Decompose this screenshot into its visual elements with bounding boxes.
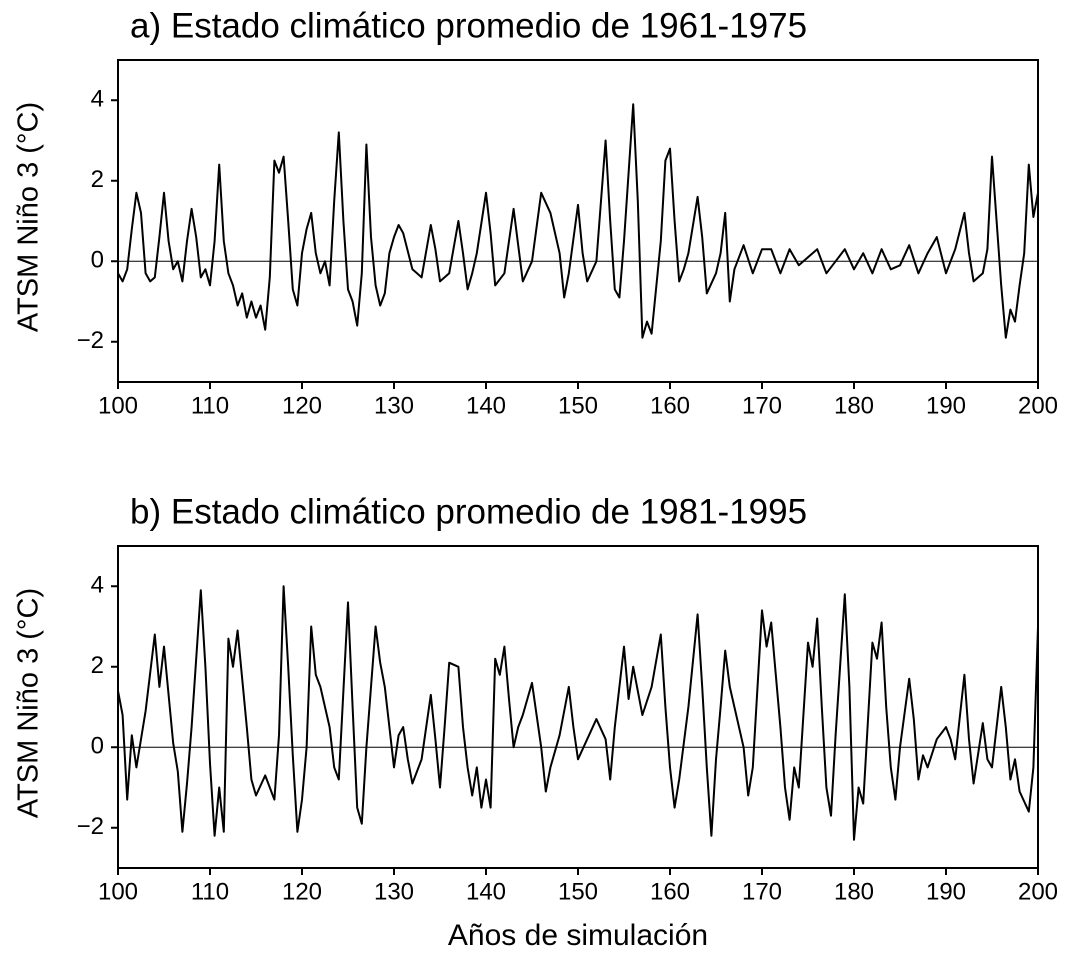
y-axis-label: ATSM Niño 3 (°C) [13, 102, 45, 332]
y-tick-label: 4 [91, 572, 104, 599]
y-tick-label: 0 [91, 733, 104, 760]
x-tick-label: 100 [98, 392, 138, 419]
x-tick-label: 170 [742, 392, 782, 419]
y-tick-label: 0 [91, 247, 104, 274]
y-tick-label: −2 [77, 327, 104, 354]
x-tick-label: 100 [98, 878, 138, 905]
x-tick-label: 160 [650, 392, 690, 419]
x-tick-label: 200 [1018, 392, 1058, 419]
x-tick-label: 140 [466, 878, 506, 905]
y-tick-label: 2 [91, 166, 104, 193]
x-tick-label: 180 [834, 392, 874, 419]
x-tick-label: 170 [742, 878, 782, 905]
y-tick-label: 4 [91, 86, 104, 113]
x-tick-label: 190 [926, 878, 966, 905]
x-tick-label: 150 [558, 392, 598, 419]
x-tick-label: 120 [282, 878, 322, 905]
plot-frame [117, 545, 1039, 869]
x-tick-label: 150 [558, 878, 598, 905]
chart-title: a) Estado climático promedio de 1961-197… [130, 6, 807, 45]
x-axis-label: Años de simulación [448, 919, 708, 952]
x-tick-label: 120 [282, 392, 322, 419]
chart-title: b) Estado climático promedio de 1981-199… [130, 492, 807, 531]
x-tick-label: 110 [191, 392, 229, 419]
x-tick-label: 140 [466, 392, 506, 419]
x-tick-label: 200 [1018, 878, 1058, 905]
x-tick-label: 130 [374, 392, 414, 419]
data-line [117, 103, 1039, 339]
x-tick-label: 190 [926, 392, 966, 419]
x-tick-label: 110 [191, 878, 229, 905]
data-line [117, 585, 1039, 841]
y-axis-label: ATSM Niño 3 (°C) [13, 588, 45, 818]
x-tick-label: 160 [650, 878, 690, 905]
plot-frame [117, 59, 1039, 383]
y-tick-label: −2 [77, 813, 104, 840]
x-tick-label: 130 [374, 878, 414, 905]
x-tick-label: 180 [834, 878, 874, 905]
y-tick-label: 2 [91, 652, 104, 679]
